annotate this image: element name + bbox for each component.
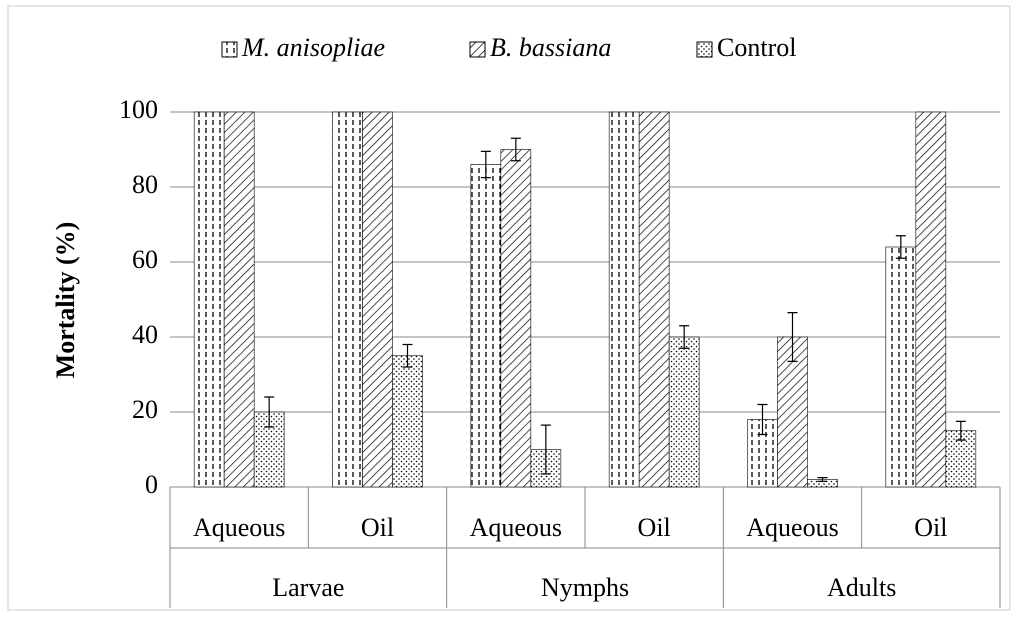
legend-label: B. bassiana	[490, 33, 611, 62]
bar	[777, 336, 808, 488]
bar	[608, 111, 640, 488]
bar	[915, 111, 947, 488]
bar	[392, 355, 423, 488]
y-tick-label: 80	[132, 170, 158, 199]
legend-swatch	[696, 41, 713, 58]
group-label: Larvae	[272, 573, 344, 602]
error-bar	[510, 137, 521, 162]
error-bar	[402, 343, 413, 368]
y-tick-label: 20	[132, 395, 158, 424]
x-tick-label: Aqueous	[193, 513, 285, 542]
bar	[362, 111, 393, 488]
bar	[470, 164, 502, 488]
legend-swatch	[221, 41, 238, 58]
error-bar	[955, 420, 966, 441]
group-label: Nymphs	[541, 573, 629, 602]
error-bar	[787, 312, 798, 362]
legend-swatch	[469, 41, 486, 58]
x-tick-label: Oil	[361, 513, 394, 542]
error-bar	[679, 325, 690, 349]
x-tick-label: Aqueous	[470, 513, 562, 542]
error-bar	[480, 150, 491, 179]
error-bar	[817, 477, 828, 482]
bar	[332, 111, 363, 488]
bar	[193, 111, 225, 488]
y-axis-label: Mortality (%)	[51, 222, 80, 379]
x-tick-label: Oil	[638, 513, 671, 542]
legend-label: M. anisopliae	[241, 33, 385, 62]
error-bar	[540, 424, 551, 475]
error-bar	[757, 403, 768, 436]
bar	[500, 149, 532, 488]
bar	[668, 336, 700, 488]
error-bar	[895, 235, 906, 259]
legend-label: Control	[717, 33, 796, 62]
error-bar	[264, 396, 275, 428]
group-label: Adults	[827, 573, 896, 602]
x-tick-label: Aqueous	[746, 513, 838, 542]
x-tick-label: Oil	[914, 513, 947, 542]
bar	[638, 111, 670, 488]
y-tick-label: 40	[132, 320, 158, 349]
y-tick-label: 60	[132, 245, 158, 274]
bar	[223, 111, 255, 488]
y-tick-label: 100	[119, 95, 158, 124]
bar	[885, 246, 917, 488]
y-tick-label: 0	[145, 470, 158, 499]
